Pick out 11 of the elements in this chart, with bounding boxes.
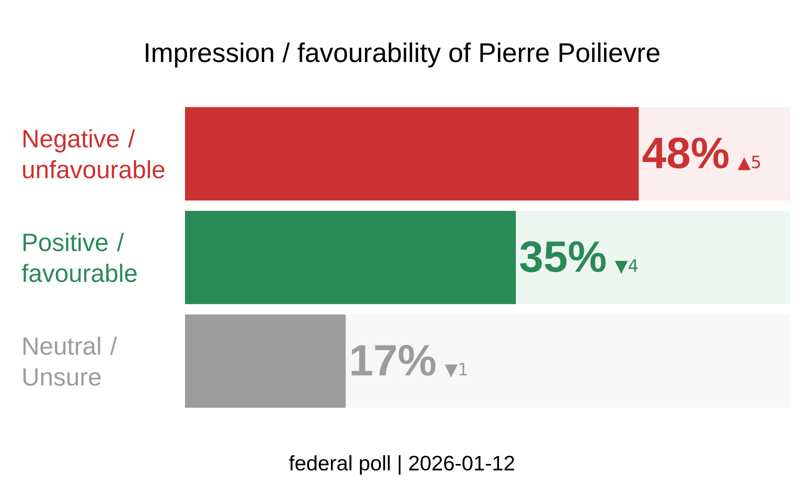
text: federal poll | 2026-01-12: [289, 455, 514, 475]
data-label: 48%: [642, 137, 729, 169]
annotation: ▼1: [444, 363, 467, 378]
annotation: ▼4: [614, 259, 638, 274]
y-tick-label: Negative / unfavourable: [23, 129, 164, 178]
chart-title: Impression / favourability of Pierre Poilievre: [146, 42, 660, 68]
data-label: 35%: [520, 241, 606, 272]
y-tick-label: Positive / favourable: [22, 232, 137, 282]
data-label: 17%: [352, 344, 436, 376]
annotation: ▲5: [738, 156, 760, 170]
y-tick-label: Neutral / Unsure: [23, 336, 117, 386]
